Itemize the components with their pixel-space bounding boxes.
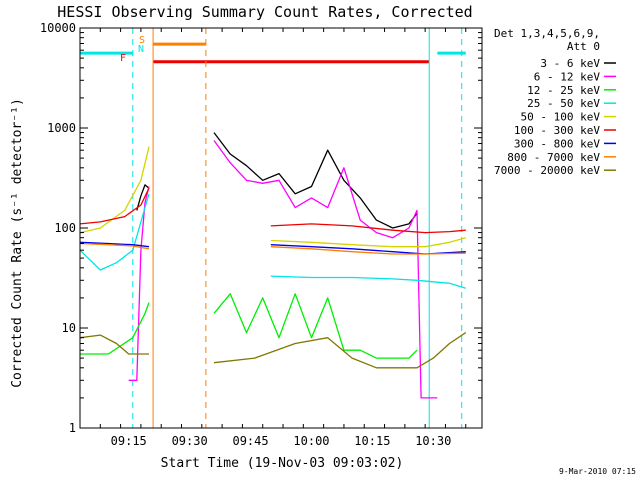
- series-line: [270, 237, 466, 248]
- legend-entry-label: 12 - 25 keV: [527, 84, 600, 97]
- series-line: [79, 241, 150, 248]
- series-line: [79, 193, 150, 271]
- x-tick-label: 10:00: [293, 434, 329, 448]
- x-tick-label: 10:30: [415, 434, 451, 448]
- legend-entry-label: 800 - 7000 keV: [507, 151, 600, 164]
- saa-flag-label: S: [139, 35, 145, 46]
- y-tick-label: 10000: [40, 21, 76, 35]
- legend-entry-label: 7000 - 20000 keV: [494, 164, 600, 177]
- series-line: [79, 242, 150, 250]
- legend-entry-label: 6 - 12 keV: [534, 70, 601, 83]
- series-layer: [79, 132, 467, 399]
- legend-entry-label: 3 - 6 keV: [540, 57, 600, 70]
- series-line: [128, 186, 150, 381]
- series-line: [213, 332, 467, 369]
- series-line: [79, 146, 150, 234]
- legend-entry-label: 300 - 800 keV: [514, 137, 600, 150]
- x-axis: 09:15 09:30 09:45 10:00 10:15 10:30: [79, 28, 467, 448]
- y-axis: 1 10 100 1000 10000: [40, 21, 482, 435]
- series-line: [270, 223, 466, 234]
- y-tick-label: 1000: [47, 121, 76, 135]
- x-tick-label: 09:15: [111, 434, 147, 448]
- legend-entry-label: 100 - 300 keV: [514, 124, 600, 137]
- series-line: [213, 293, 418, 359]
- legend-entry-label: 50 - 100 keV: [521, 111, 601, 124]
- series-line: [213, 140, 438, 399]
- legend-header-attenuator: Att 0: [567, 40, 600, 53]
- flags-layer: SN F: [80, 35, 466, 64]
- series-line: [136, 184, 150, 211]
- y-tick-label: 1: [69, 421, 76, 435]
- y-tick-label: 10: [62, 321, 76, 335]
- y-tick-label: 100: [54, 221, 76, 235]
- series-line: [79, 334, 149, 355]
- flare-flag-label: F: [120, 53, 126, 64]
- x-axis-title: Start Time (19-Nov-03 09:03:02): [161, 456, 404, 471]
- series-line: [79, 187, 150, 225]
- series-line: [80, 302, 150, 355]
- chart-title: HESSI Observing Summary Count Rates, Cor…: [57, 3, 472, 21]
- night-flag-label: N: [138, 44, 144, 55]
- x-tick-label: 10:15: [354, 434, 390, 448]
- legend-entry-label: 25 - 50 keV: [527, 97, 600, 110]
- series-line: [270, 275, 466, 289]
- x-tick-label: 09:30: [172, 434, 208, 448]
- footer-date: 9-Mar-2010 07:15: [559, 467, 636, 476]
- series-line: [213, 132, 418, 229]
- x-tick-label: 09:45: [232, 434, 268, 448]
- legend-header-detectors: Det 1,3,4,5,6,9,: [494, 27, 600, 40]
- series-line: [270, 246, 466, 255]
- y-axis-title: Corrected Count Rate (s⁻¹ detector⁻¹): [10, 98, 25, 388]
